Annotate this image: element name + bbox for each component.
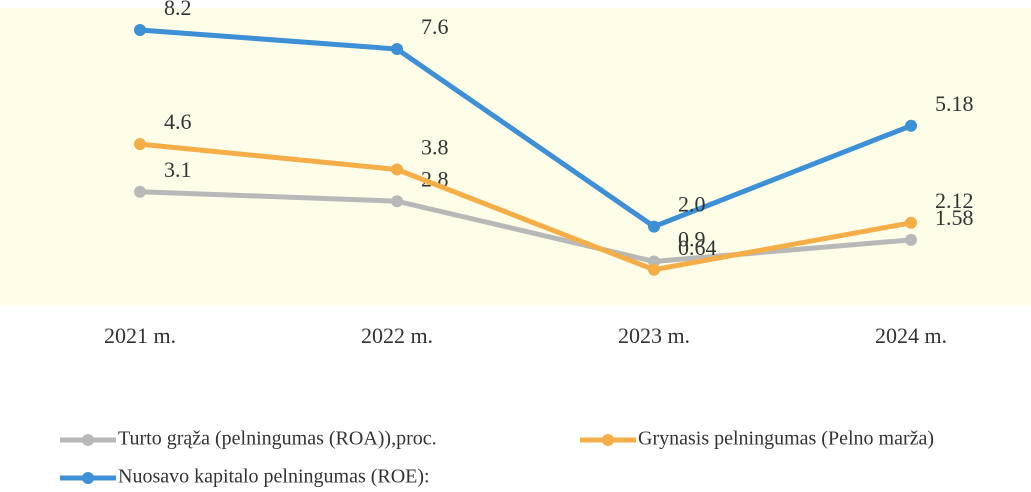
series-line	[139, 141, 912, 273]
legend-swatch	[602, 434, 614, 446]
data-label: 0.64	[678, 235, 717, 260]
point	[905, 216, 917, 229]
data-label: 3.1	[164, 157, 192, 182]
point	[905, 233, 917, 246]
data-label: 4.6	[164, 109, 192, 134]
x-tick-label: 2024 m.	[875, 323, 947, 348]
point	[648, 263, 660, 276]
legend-swatch	[82, 434, 94, 446]
x-tick-label: 2023 m.	[618, 323, 690, 348]
data-label: 2.12	[935, 188, 974, 213]
point	[391, 163, 403, 176]
point	[648, 255, 660, 268]
point	[391, 195, 403, 208]
point	[391, 43, 403, 56]
legend-label: Turto grąža (pelningumas (ROA)),proc.	[118, 428, 437, 450]
data-label: 8.2	[164, 0, 192, 20]
plot-area	[0, 8, 1031, 306]
data-label: 3.8	[421, 135, 449, 160]
x-tick-label: 2021 m.	[104, 323, 176, 348]
data-label: 7.6	[421, 14, 449, 39]
legend-label: Nuosavo kapitalo pelningumas (ROE):	[118, 466, 430, 488]
series-line	[139, 189, 912, 264]
data-label: 2.0	[678, 192, 706, 217]
data-label: 5.18	[935, 91, 974, 116]
legend-label: Grynasis pelningumas (Pelno marža)	[638, 428, 934, 450]
data-label: 1.58	[935, 205, 974, 230]
point	[648, 220, 660, 233]
point	[134, 24, 146, 36]
point	[134, 185, 146, 198]
series-line	[139, 27, 912, 230]
point	[905, 119, 917, 132]
point	[134, 138, 146, 151]
x-tick-label: 2022 m.	[361, 323, 433, 348]
legend-swatch	[82, 472, 94, 484]
data-label: 0.9	[678, 227, 706, 252]
